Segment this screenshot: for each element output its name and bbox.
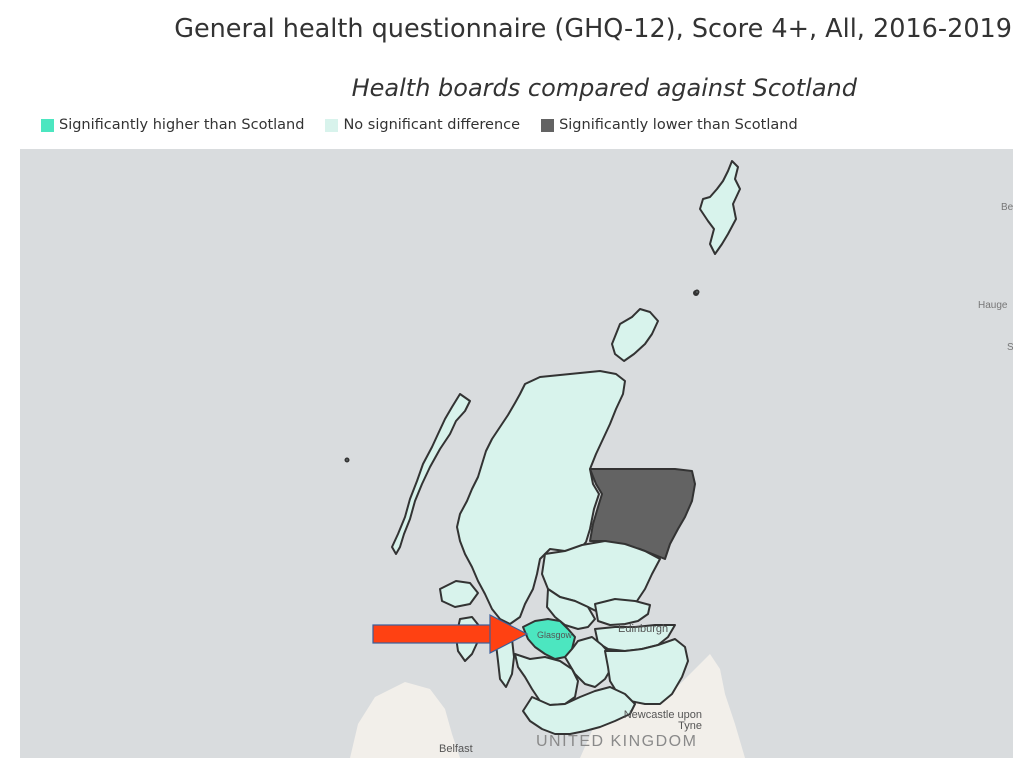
region-lothian[interactable]: [594, 624, 676, 652]
map-panel[interactable]: Edinburgh Glasgow Newcastle upon Tyne Be…: [20, 149, 1013, 758]
legend-label-lower: Significantly lower than Scotland: [559, 117, 798, 133]
region-dumfries-galloway[interactable]: [522, 686, 636, 735]
map-legend: Significantly higher than Scotland No si…: [41, 117, 819, 133]
northern-ireland-land: [350, 682, 460, 758]
place-label-stavanger: S: [1007, 342, 1013, 353]
place-label-edinburgh: Edinburgh: [618, 623, 669, 635]
place-label-newcastle: Newcastle upon Tyne: [623, 709, 702, 732]
region-forth-valley[interactable]: [546, 588, 596, 630]
chart-subtitle: Health boards compared against Scotland: [351, 74, 857, 102]
chart-title: General health questionnaire (GHQ-12), S…: [174, 14, 1012, 44]
legend-swatch-higher: [41, 118, 54, 132]
region-fife[interactable]: [594, 598, 651, 626]
region-mull[interactable]: [439, 580, 479, 608]
legend-item-no-difference[interactable]: No significant difference: [325, 117, 520, 133]
legend-swatch-no-difference: [325, 118, 339, 132]
legend-label-higher: Significantly higher than Scotland: [59, 117, 305, 133]
place-label-haugesund: Hauge: [978, 300, 1008, 311]
place-label-bergen: Be: [1001, 202, 1013, 213]
region-grampian[interactable]: [589, 468, 696, 560]
country-label-uk: UNITED KINGDOM: [536, 733, 698, 750]
region-western-isles[interactable]: [391, 393, 471, 555]
legend-label-no-difference: No significant difference: [343, 117, 521, 133]
legend-item-lower[interactable]: Significantly lower than Scotland: [541, 117, 798, 133]
region-borders[interactable]: [604, 638, 689, 705]
region-ayrshire-arran[interactable]: [514, 653, 579, 706]
red-arrow-icon: [372, 614, 529, 654]
region-fair-isle[interactable]: [694, 289, 700, 295]
region-highland[interactable]: [456, 370, 626, 625]
place-label-glasgow: Glasgow: [537, 630, 573, 640]
region-st-kilda[interactable]: [344, 457, 350, 463]
region-orkney[interactable]: [611, 308, 659, 362]
england-land: [580, 654, 745, 758]
place-label-belfast: Belfast: [439, 743, 473, 755]
legend-item-higher[interactable]: Significantly higher than Scotland: [41, 117, 304, 133]
legend-swatch-lower: [541, 118, 555, 132]
map-canvas[interactable]: [20, 149, 1013, 758]
region-shetland[interactable]: [699, 160, 741, 255]
